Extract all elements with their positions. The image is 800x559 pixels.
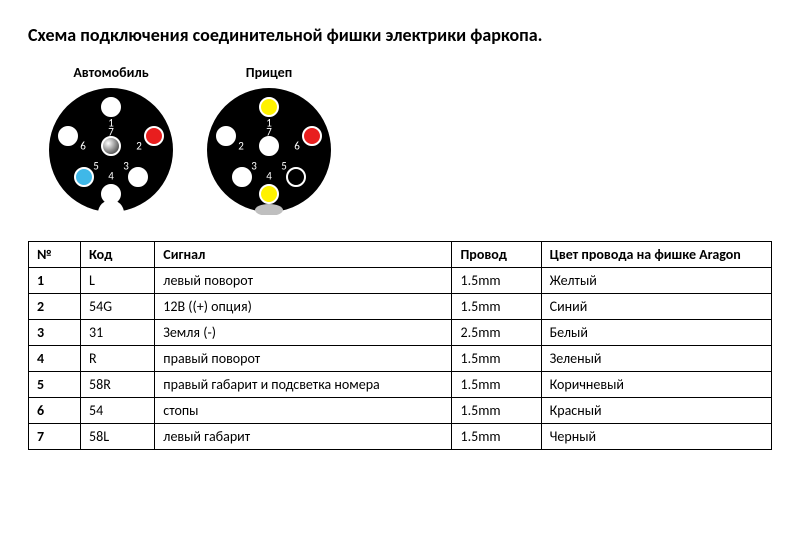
pin-label-5: 5 [93,160,99,173]
table-row: 758Lлевый габарит1.5mmЧерный [29,424,772,450]
cell: R [81,346,155,372]
table-row: 254G12В ((+) опция)1.5mmСиний [29,294,772,320]
connector-trailer-label: Прицеп [246,64,292,81]
pin-4 [260,185,278,203]
col-wire: Провод [452,242,541,268]
table-header-row: № Код Сигнал Провод Цвет провода на фишк… [29,242,772,268]
cell: 1.5mm [452,268,541,294]
cell: правый поворот [155,346,452,372]
cell: Красный [541,398,771,424]
cell: 54 [81,398,155,424]
pin-5 [287,168,305,186]
cell: Белый [541,320,771,346]
cell: правый габарит и подсветка номера [155,372,452,398]
pin-2 [217,127,235,145]
pin-7 [102,137,120,155]
pin-7 [260,137,278,155]
pin-label-4: 4 [266,170,272,183]
pin-1 [260,98,278,116]
cell: 2.5mm [452,320,541,346]
table-row: 331Земля (-)2.5mmБелый [29,320,772,346]
table-row: 558Rправый габарит и подсветка номера1.5… [29,372,772,398]
col-signal: Сигнал [155,242,452,268]
pin-label-7: 7 [108,126,114,139]
cell: 54G [81,294,155,320]
pin-1 [102,98,120,116]
pin-label-7: 7 [266,126,272,139]
cell: 58L [81,424,155,450]
connector-vehicle-label: Автомобиль [73,64,148,81]
cell: Желтый [541,268,771,294]
cell: 6 [29,398,81,424]
pin-label-2: 2 [136,140,142,153]
connector-trailer: Прицеп 1234567 [204,64,334,215]
table-row: 654стопы1.5mmКрасный [29,398,772,424]
cell: 1 [29,268,81,294]
pin-6 [303,127,321,145]
connector-vehicle: Автомобиль 1234567 [46,64,176,215]
pin-4 [102,185,120,203]
cell: Черный [541,424,771,450]
col-color: Цвет провода на фишке Aragon [541,242,771,268]
cell: 1.5mm [452,372,541,398]
cell: 2 [29,294,81,320]
connector-vehicle-svg: 1234567 [46,85,176,215]
pin-label-4: 4 [108,170,114,183]
cell: 1.5mm [452,398,541,424]
pin-6 [59,127,77,145]
cell: 5 [29,372,81,398]
cell: 1.5mm [452,346,541,372]
pin-5 [75,168,93,186]
pinout-table: № Код Сигнал Провод Цвет провода на фишк… [28,241,772,450]
pin-label-3: 3 [251,160,257,173]
col-code: Код [81,242,155,268]
cell: 4 [29,346,81,372]
pin-label-6: 6 [80,140,86,153]
cell: Синий [541,294,771,320]
diagram-row: Автомобиль 1234567 Прицеп 1234567 [46,64,772,215]
pin-label-5: 5 [281,160,287,173]
table-row: 1Lлевый поворот1.5mmЖелтый [29,268,772,294]
cell: L [81,268,155,294]
cell: 31 [81,320,155,346]
cell: 3 [29,320,81,346]
cell: левый габарит [155,424,452,450]
page-title: Схема подключения соединительной фишки э… [28,24,772,46]
cell: Земля (-) [155,320,452,346]
pin-label-6: 6 [294,140,300,153]
cell: 12В ((+) опция) [155,294,452,320]
pin-label-3: 3 [123,160,129,173]
col-num: № [29,242,81,268]
cell: 7 [29,424,81,450]
pin-label-2: 2 [238,140,244,153]
cell: Зеленый [541,346,771,372]
pin-3 [233,168,251,186]
pin-3 [129,168,147,186]
cell: 1.5mm [452,424,541,450]
cell: Коричневый [541,372,771,398]
connector-trailer-svg: 1234567 [204,85,334,215]
table-row: 4Rправый поворот1.5mmЗеленый [29,346,772,372]
pin-2 [145,127,163,145]
cell: 58R [81,372,155,398]
cell: левый поворот [155,268,452,294]
cell: 1.5mm [452,294,541,320]
cell: стопы [155,398,452,424]
